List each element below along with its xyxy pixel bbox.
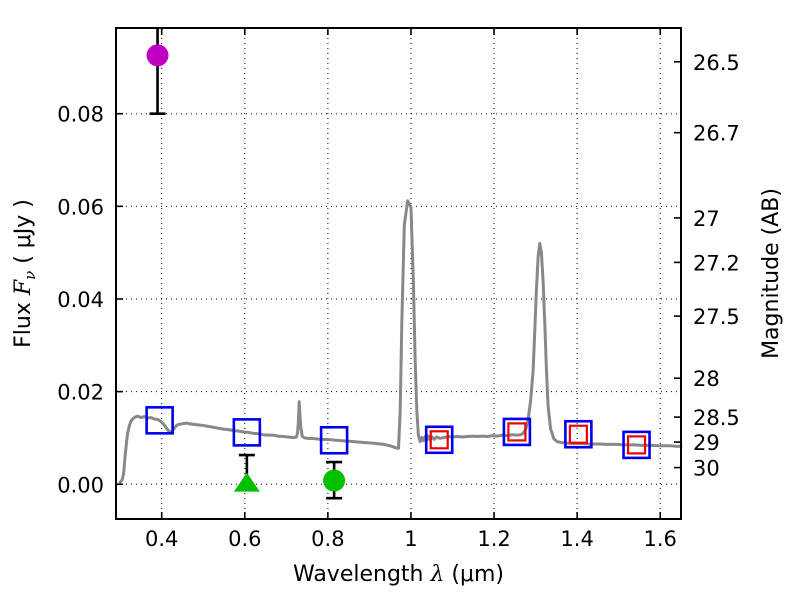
axes-frame-layer	[115, 27, 682, 520]
y2tick-label-3: 27.2	[693, 251, 740, 275]
series-model-spectrum	[118, 199, 683, 484]
y2tick-label-5: 28	[693, 367, 720, 391]
datapoint-green-upper-limit	[233, 453, 260, 492]
model-square-1-outer	[145, 406, 174, 435]
y2tick-label-1: 26.7	[693, 122, 740, 146]
datapoint-green-detection	[323, 460, 346, 500]
y-axis-label: Flux Fν ( μJy )	[11, 199, 39, 348]
model-square-5	[502, 417, 532, 447]
y2tick-label-8: 30	[693, 457, 720, 481]
y2tick-label-6: 28.5	[693, 406, 740, 430]
tick-marks-layer	[116, 28, 681, 519]
y2tick-label-0: 26.5	[693, 51, 740, 75]
model-square-1	[145, 406, 174, 435]
model-square-7	[622, 430, 651, 460]
datapoint-magenta-detection	[146, 28, 169, 115]
model-square-4-outer	[424, 425, 454, 455]
xtick-label-0: 0.4	[145, 527, 178, 551]
model-square-5-outer	[502, 417, 532, 447]
xtick-label-2: 0.8	[311, 527, 344, 551]
data-points-layer	[146, 28, 346, 500]
marker-green-upper-limit	[233, 472, 260, 492]
xtick-label-1: 0.6	[228, 527, 261, 551]
model-square-6	[564, 419, 593, 449]
x-axis-label: Wavelength λ (μm)	[293, 562, 504, 587]
marker-magenta-detection	[146, 44, 169, 67]
model-square-3	[319, 425, 349, 455]
plot-frame	[115, 27, 682, 520]
model-square-4	[424, 425, 454, 455]
ytick-label-3: 0.06	[57, 195, 104, 219]
ytick-label-2: 0.04	[57, 288, 104, 312]
y2tick-label-4: 27.5	[693, 305, 740, 329]
model-squares-layer	[145, 406, 651, 460]
model-square-2	[232, 418, 262, 447]
model-square-3-outer	[319, 425, 349, 455]
marker-green-detection	[323, 469, 346, 492]
model-square-2-outer	[232, 418, 262, 447]
ytick-label-0: 0.00	[57, 473, 104, 497]
grid-layer	[116, 28, 681, 519]
model-square-7-inner	[626, 435, 647, 455]
axis-labels-layer: Wavelength λ (μm) Flux Fν ( μJy ) Magnitud…	[11, 188, 784, 587]
model-square-7-outer	[622, 430, 651, 460]
xtick-label-6: 1.6	[644, 527, 677, 551]
xtick-label-3: 1	[404, 527, 417, 551]
ytick-label-1: 0.02	[57, 381, 104, 405]
spectrum-layer	[118, 199, 683, 484]
model-square-4-inner	[429, 430, 449, 450]
xtick-label-5: 1.4	[560, 527, 593, 551]
xtick-label-4: 1.2	[477, 527, 510, 551]
y2tick-label-7: 29	[693, 431, 720, 455]
model-square-6-outer	[564, 419, 593, 449]
ytick-label-4: 0.08	[57, 103, 104, 127]
tick-labels-layer: 0.4 0.6 0.8 1 1.2 1.4 1.6 0.00 0.02 0.04 0.06 0.08 2…	[57, 51, 740, 551]
model-square-5-inner	[507, 422, 527, 442]
y2tick-label-2: 27	[693, 207, 720, 231]
y2-axis-label: Magnitude (AB)	[759, 188, 784, 359]
model-square-6-inner	[568, 424, 588, 444]
